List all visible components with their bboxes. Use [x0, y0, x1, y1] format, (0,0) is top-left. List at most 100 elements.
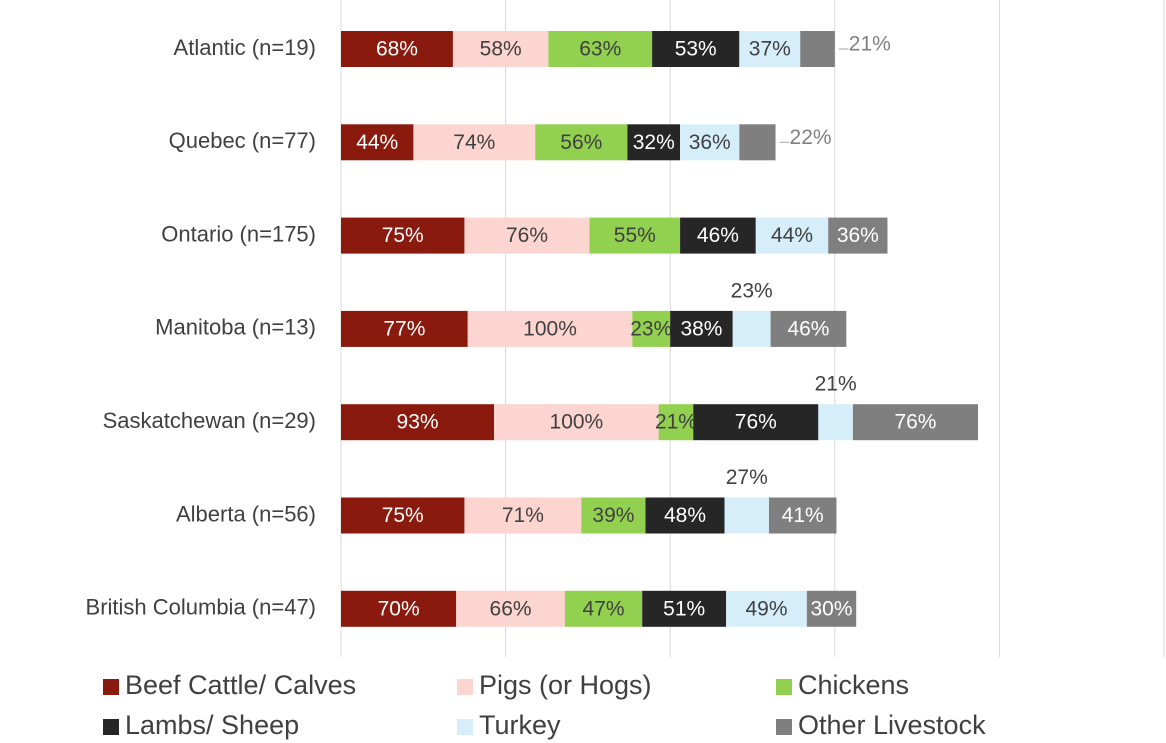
- bar-segment: [341, 124, 414, 161]
- data-label: 100%: [550, 411, 604, 434]
- bar-segment: [680, 124, 740, 161]
- bar-segment: [800, 31, 835, 67]
- data-label: 46%: [697, 224, 739, 247]
- legend-swatch: [776, 719, 792, 735]
- bar-segment: [818, 404, 853, 441]
- data-label: 36%: [689, 131, 731, 154]
- data-label: 58%: [480, 38, 522, 61]
- bar-segment: [739, 31, 801, 67]
- bar-segment: [494, 404, 659, 441]
- bar-segment: [341, 310, 468, 347]
- bar-segment: [645, 497, 725, 534]
- data-label: 38%: [680, 317, 722, 340]
- data-label: 76%: [506, 224, 548, 247]
- bar-segment: [341, 404, 495, 441]
- bar-segment: [341, 590, 457, 627]
- data-label: 70%: [378, 597, 420, 620]
- data-label: 30%: [810, 597, 852, 620]
- data-label: 21%: [849, 33, 891, 56]
- bar-segment: [548, 31, 653, 67]
- legend-label: Pigs (or Hogs): [479, 670, 652, 700]
- data-label: 44%: [771, 224, 813, 247]
- legend-label: Turkey: [479, 710, 561, 740]
- bar-segment: [680, 217, 756, 254]
- legend-swatch: [103, 679, 119, 695]
- bar-segment: [768, 497, 837, 534]
- category-label: Alberta (n=56): [176, 501, 316, 526]
- bar-segment: [658, 404, 694, 441]
- legend-label: Chickens: [798, 670, 909, 700]
- data-label: 76%: [894, 411, 936, 434]
- data-label: 36%: [837, 224, 879, 247]
- bar-segment: [732, 310, 771, 347]
- bar-segment: [670, 310, 733, 347]
- data-label: 56%: [560, 131, 602, 154]
- data-label: 37%: [749, 38, 791, 61]
- bar-segment: [467, 310, 633, 347]
- bar-segment: [581, 497, 646, 534]
- data-label: 71%: [502, 504, 544, 527]
- data-label: 75%: [382, 224, 424, 247]
- data-label: 21%: [655, 411, 697, 434]
- category-label: Saskatchewan (n=29): [103, 408, 316, 433]
- category-label: Manitoba (n=13): [155, 315, 316, 340]
- bar-segment: [341, 31, 453, 67]
- category-label: British Columbia (n=47): [86, 595, 316, 620]
- category-label: Atlantic (n=19): [174, 35, 316, 60]
- legend-swatch: [457, 719, 473, 735]
- bar-segment: [852, 404, 979, 441]
- bar-segment: [642, 590, 727, 627]
- bar-segment: [739, 124, 776, 161]
- category-label: Ontario (n=175): [161, 221, 316, 246]
- legend-swatch: [776, 679, 792, 695]
- bar-segment: [693, 404, 819, 441]
- data-label: 100%: [523, 317, 577, 340]
- bar-segment: [652, 31, 740, 67]
- bar-segment: [413, 124, 536, 161]
- legend-swatch: [103, 719, 119, 735]
- legend-label: Lambs/ Sheep: [125, 710, 299, 740]
- data-label: 47%: [583, 597, 625, 620]
- bar-segment: [724, 497, 769, 534]
- data-label: 48%: [664, 504, 706, 527]
- bar-segment: [535, 124, 628, 161]
- data-label: 66%: [490, 597, 532, 620]
- data-label: 76%: [735, 411, 777, 434]
- bar-segment: [755, 217, 829, 254]
- data-label: 74%: [453, 131, 495, 154]
- data-label: 22%: [790, 126, 832, 149]
- category-label: Quebec (n=77): [169, 128, 316, 153]
- bar-segment: [589, 217, 681, 254]
- data-label: 23%: [731, 279, 773, 302]
- bar-segment: [456, 590, 565, 627]
- bar-segment: [828, 217, 888, 254]
- data-label: 46%: [787, 317, 829, 340]
- data-label: 63%: [579, 38, 621, 61]
- data-label: 23%: [630, 317, 672, 340]
- bar-segment: [632, 310, 671, 347]
- data-label: 27%: [726, 466, 768, 489]
- bar-segment: [770, 310, 847, 347]
- data-label: 53%: [675, 38, 717, 61]
- data-label: 93%: [397, 411, 439, 434]
- bar-segment: [726, 590, 807, 627]
- data-label: 39%: [592, 504, 634, 527]
- data-label: 32%: [633, 131, 675, 154]
- bar-segment: [464, 217, 590, 254]
- data-label: 44%: [356, 131, 398, 154]
- data-label: 49%: [745, 597, 787, 620]
- data-label: 77%: [383, 317, 425, 340]
- data-label: 75%: [382, 504, 424, 527]
- bar-segment: [564, 590, 643, 627]
- data-label: 21%: [815, 373, 857, 396]
- data-label: 41%: [782, 504, 824, 527]
- legend-label: Other Livestock: [798, 710, 986, 740]
- bar-segment: [341, 217, 465, 254]
- data-label: 68%: [376, 38, 418, 61]
- bar-segment: [627, 124, 681, 161]
- bar-segment: [452, 31, 549, 67]
- data-label: 51%: [663, 597, 705, 620]
- bar-segment: [464, 497, 582, 534]
- legend-swatch: [457, 679, 473, 695]
